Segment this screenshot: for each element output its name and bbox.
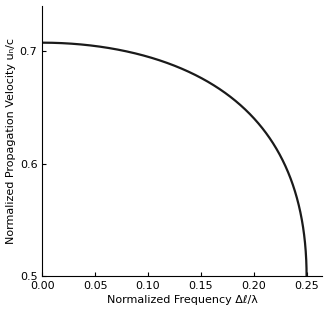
Y-axis label: Normalized Propagation Velocity uₙ/c: Normalized Propagation Velocity uₙ/c [6,38,15,244]
X-axis label: Normalized Frequency Δℓ/λ: Normalized Frequency Δℓ/λ [107,295,258,305]
